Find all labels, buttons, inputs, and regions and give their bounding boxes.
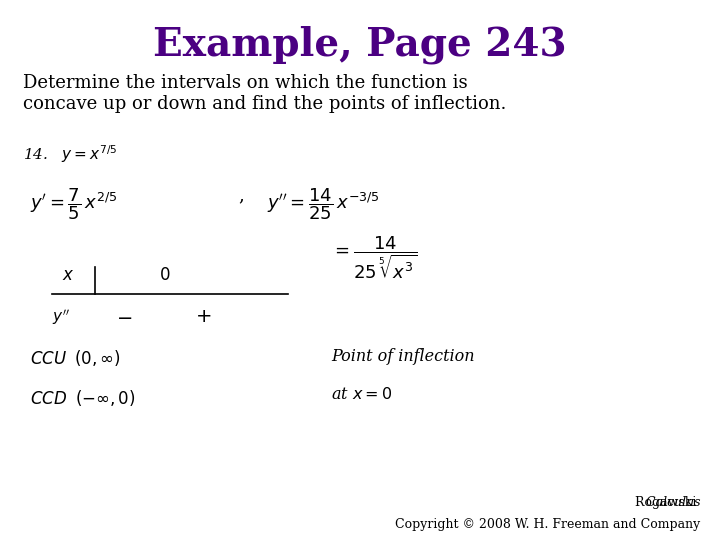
Text: at $x = 0$: at $x = 0$ <box>331 386 392 402</box>
Text: $-$: $-$ <box>116 308 132 326</box>
Text: ,: , <box>238 187 244 205</box>
Text: Copyright © 2008 W. H. Freeman and Company: Copyright © 2008 W. H. Freeman and Compa… <box>395 517 701 531</box>
Text: $y'' = \dfrac{14}{25}\,x^{-3/5}$: $y'' = \dfrac{14}{25}\,x^{-3/5}$ <box>267 187 379 222</box>
Text: Example, Page 243: Example, Page 243 <box>153 25 567 64</box>
Text: $+$: $+$ <box>195 308 212 326</box>
Text: $CCU\;\;(0,\infty)$: $CCU\;\;(0,\infty)$ <box>30 348 121 368</box>
Text: $x$: $x$ <box>63 267 75 285</box>
Text: $y''$: $y''$ <box>52 308 69 327</box>
Text: Determine the intervals on which the function is
concave up or down and find the: Determine the intervals on which the fun… <box>23 74 506 113</box>
Text: 14.   $y = x^{7/5}$: 14. $y = x^{7/5}$ <box>23 144 117 165</box>
Text: Rogawski: Rogawski <box>635 496 701 509</box>
Text: $= \dfrac{14}{25\,\sqrt[5]{x^{3}}}$: $= \dfrac{14}{25\,\sqrt[5]{x^{3}}}$ <box>331 235 418 282</box>
Text: Point of inflection: Point of inflection <box>331 348 474 365</box>
Text: $y' = \dfrac{7}{5}\,x^{2/5}$: $y' = \dfrac{7}{5}\,x^{2/5}$ <box>30 187 117 222</box>
Text: $CCD\;\;(-\infty,0)$: $CCD\;\;(-\infty,0)$ <box>30 388 135 408</box>
Text: Calculus: Calculus <box>606 496 701 509</box>
Text: $0$: $0$ <box>159 267 171 285</box>
